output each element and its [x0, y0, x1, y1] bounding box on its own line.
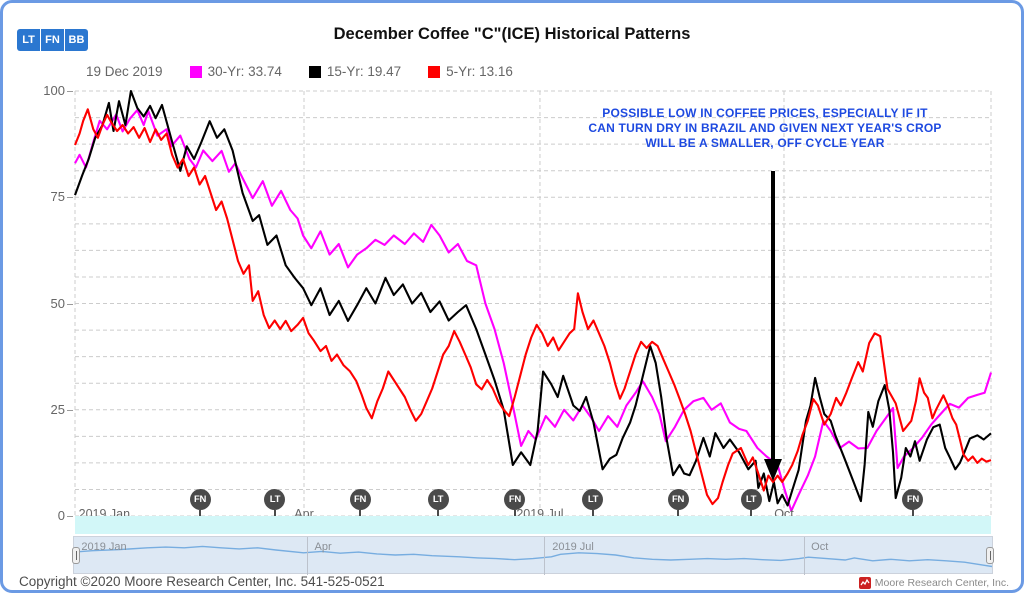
navigator-separator	[306, 537, 308, 575]
flag-circle: LT	[740, 489, 762, 510]
lt-toggle-button[interactable]: LT	[17, 29, 40, 51]
navigator-left-handle[interactable]	[72, 547, 80, 564]
flag-circle: FN	[504, 489, 526, 510]
flag-circle: FN	[902, 489, 924, 510]
navigator-scrollbar[interactable]: 2019 Jan Apr 2019 Jul Oct	[72, 536, 994, 575]
navigator-separator	[544, 537, 546, 575]
down-arrow-shaft	[771, 171, 775, 461]
legend-label-15yr: 15-Yr: 19.47	[326, 64, 402, 79]
navigator-separator	[803, 537, 805, 575]
flag-stem	[437, 510, 439, 516]
legend-item-15yr[interactable]: 15-Yr: 19.47	[308, 64, 402, 79]
flag-marker-fn[interactable]: FN	[504, 489, 526, 516]
down-arrow-head	[764, 459, 782, 481]
navigator-axis-label: Oct	[811, 541, 829, 553]
flag-stem	[359, 510, 362, 516]
y-axis-tick	[67, 516, 73, 517]
y-axis-label: 50	[50, 295, 65, 311]
flag-toolbar: LT FN BB	[17, 29, 88, 51]
flag-marker-fn[interactable]: FN	[349, 489, 371, 516]
y-axis-label: 25	[50, 401, 65, 417]
y-axis: 0 25 50 75 100	[3, 83, 65, 523]
legend: 19 Dec 2019 30-Yr: 33.74 15-Yr: 19.47 5-…	[86, 64, 513, 79]
flag-stem	[677, 510, 679, 516]
flag-marker-fn[interactable]: FN	[667, 489, 689, 516]
y-axis-tick	[67, 197, 73, 199]
flag-marker-lt[interactable]: LT	[582, 489, 604, 516]
legend-label-30yr: 30-Yr: 33.74	[207, 64, 282, 79]
bb-toggle-button[interactable]: BB	[65, 29, 88, 51]
brand-text: Moore Research Center, Inc.	[874, 577, 1009, 589]
flag-stem	[591, 510, 594, 516]
flag-circle: LT	[264, 489, 286, 510]
annotation-line-2: CAN TURN DRY IN BRAZIL AND GIVEN NEXT YE…	[588, 121, 942, 135]
flag-circle: FN	[189, 489, 211, 510]
y-axis-label: 100	[43, 83, 65, 98]
flag-circle: LT	[582, 489, 604, 510]
y-axis-label: 0	[57, 508, 65, 523]
legend-label-5yr: 5-Yr: 13.16	[446, 64, 513, 79]
flag-stem	[750, 510, 752, 516]
y-axis-tick	[67, 91, 73, 92]
series-swatch-5yr	[428, 65, 441, 78]
flag-circle: LT	[427, 489, 449, 510]
fn-toggle-button[interactable]: FN	[41, 29, 64, 51]
legend-item-5yr[interactable]: 5-Yr: 13.16	[428, 64, 513, 79]
chart-title: December Coffee "C"(ICE) Historical Patt…	[333, 25, 691, 43]
legend-item-30yr[interactable]: 30-Yr: 33.74	[189, 64, 282, 79]
series-plot	[74, 89, 993, 517]
flag-marker-fn[interactable]: FN	[189, 489, 211, 516]
y-axis-tick	[67, 409, 73, 411]
flag-stem	[513, 510, 516, 516]
navigator-right-handle[interactable]	[986, 547, 994, 564]
annotation-text: POSSIBLE LOW IN COFFEE PRICES, ESPECIALL…	[531, 106, 999, 151]
annotation-line-3: WILL BE A SMALLER, OFF CYCLE YEAR	[645, 136, 885, 150]
flag-stem	[199, 510, 202, 516]
flag-circle: FN	[667, 489, 689, 510]
plot-area[interactable]: 2019 Jan Apr 2019 Jul Oct FN LT FN LT FN LT FN LT FN	[74, 89, 993, 521]
flag-marker-lt[interactable]: LT	[427, 489, 449, 516]
flag-stem	[911, 510, 914, 516]
navigator-axis-label: 2019 Jan	[81, 541, 127, 553]
flag-marker-lt[interactable]: LT	[264, 489, 286, 516]
zero-baseline-band	[75, 516, 991, 534]
navigator-mini-chart	[73, 545, 993, 568]
series-swatch-30yr	[189, 65, 202, 78]
copyright-text: Copyright ©2020 Moore Research Center, I…	[19, 574, 385, 589]
brand-credit[interactable]: Moore Research Center, Inc.	[858, 577, 1009, 589]
y-axis-label: 75	[50, 189, 65, 205]
flag-marker-lt[interactable]: LT	[740, 489, 762, 516]
legend-date: 19 Dec 2019	[86, 64, 163, 79]
navigator-axis-label: Apr	[314, 541, 332, 553]
mrci-logo-icon	[858, 577, 871, 589]
series-swatch-15yr	[308, 65, 321, 78]
navigator-axis-label: 2019 Jul	[552, 541, 594, 553]
y-axis-tick	[67, 303, 73, 305]
flag-circle: FN	[349, 489, 371, 510]
flag-marker-fn[interactable]: FN	[902, 489, 924, 516]
flag-stem	[273, 510, 276, 516]
annotation-line-1: POSSIBLE LOW IN COFFEE PRICES, ESPECIALL…	[602, 106, 928, 120]
